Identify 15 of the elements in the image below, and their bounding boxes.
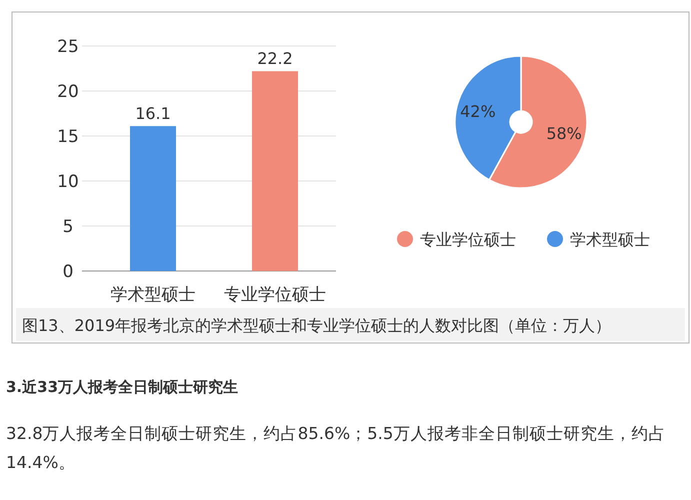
legend-label: 专业学位硕士 xyxy=(420,230,516,249)
y-tick-label: 20 xyxy=(57,82,79,102)
y-tick-label: 15 xyxy=(57,127,79,147)
data-label: 42% xyxy=(460,102,496,121)
legend-label: 学术型硕士 xyxy=(570,230,650,249)
y-tick-label: 25 xyxy=(57,37,79,57)
text: 32.8万人报考全日制硕士研究生，约占85.6%；5.5万人报考非全日制硕士研究生，约占14.4%。 xyxy=(6,423,666,474)
data-label: 16.1 xyxy=(135,104,171,124)
y-tick-label: 0 xyxy=(62,262,74,282)
y-tick-label: 5 xyxy=(62,217,74,237)
data-label: 58% xyxy=(546,124,582,144)
text: 3.近33万人报考全日制硕士研究生 xyxy=(6,378,240,397)
caption: 图13、2019年报考北京的学术型硕士和专业学位硕士的人数对比图（单位：万人） xyxy=(22,316,612,335)
data-label: 22.2 xyxy=(257,49,293,68)
y-tick-label: 10 xyxy=(57,172,79,192)
